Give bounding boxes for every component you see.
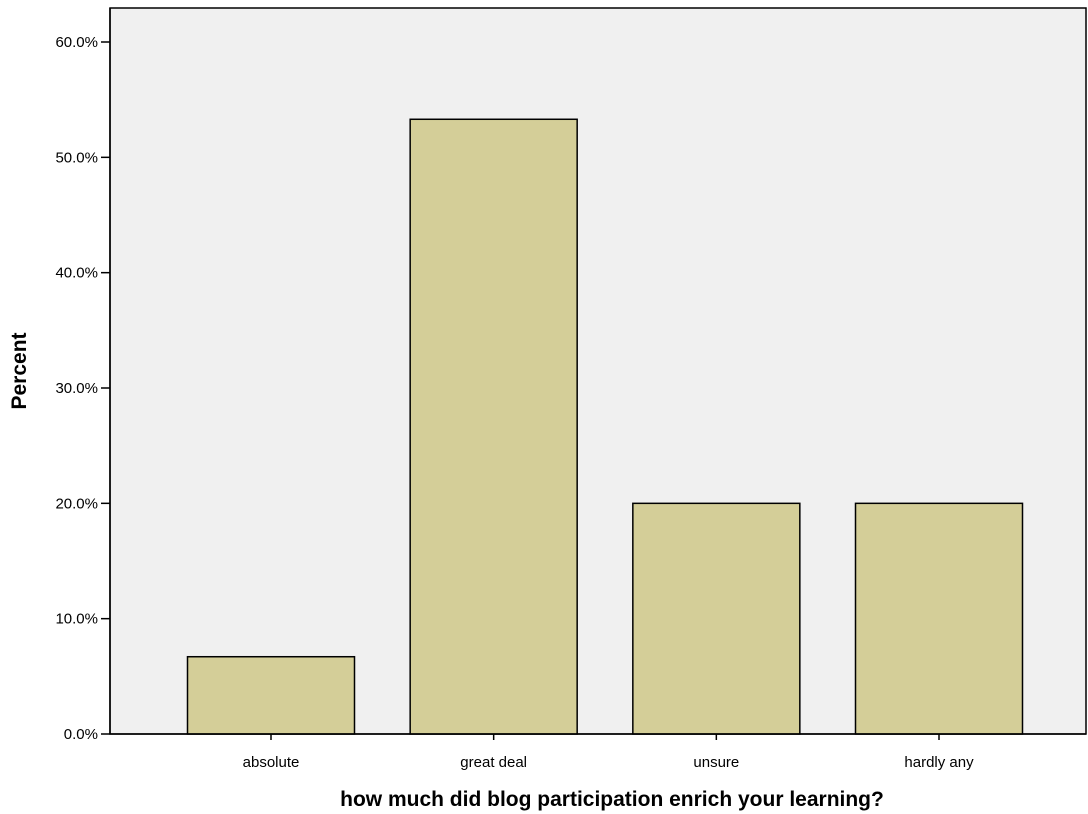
y-tick-label: 30.0% [55, 380, 98, 397]
x-axis-title: how much did blog participation enrich y… [340, 788, 884, 811]
bar-hardly-any [854, 502, 1024, 735]
x-tick-label: great deal [460, 754, 527, 771]
y-tick-label: 50.0% [55, 149, 98, 166]
y-tick-label: 60.0% [55, 34, 98, 51]
bar-absolute [186, 655, 356, 735]
y-axis-title: Percent [8, 332, 31, 409]
x-tick-label: absolute [243, 754, 300, 771]
y-tick-label: 10.0% [55, 611, 98, 628]
x-tick-label: hardly any [904, 754, 974, 771]
bar-great-deal [409, 118, 578, 735]
y-tick-label: 0.0% [64, 726, 98, 743]
x-axis: absolute great deal unsure hardly any [110, 733, 1086, 771]
bars-group [186, 118, 1024, 735]
y-tick-label: 40.0% [55, 265, 98, 282]
x-tick-label: unsure [693, 754, 739, 771]
y-tick-label: 20.0% [55, 495, 98, 512]
y-axis: 0.0% 10.0% 20.0% 30.0% 40.0% 50.0% 60.0% [55, 8, 111, 743]
bar-unsure [632, 502, 801, 735]
